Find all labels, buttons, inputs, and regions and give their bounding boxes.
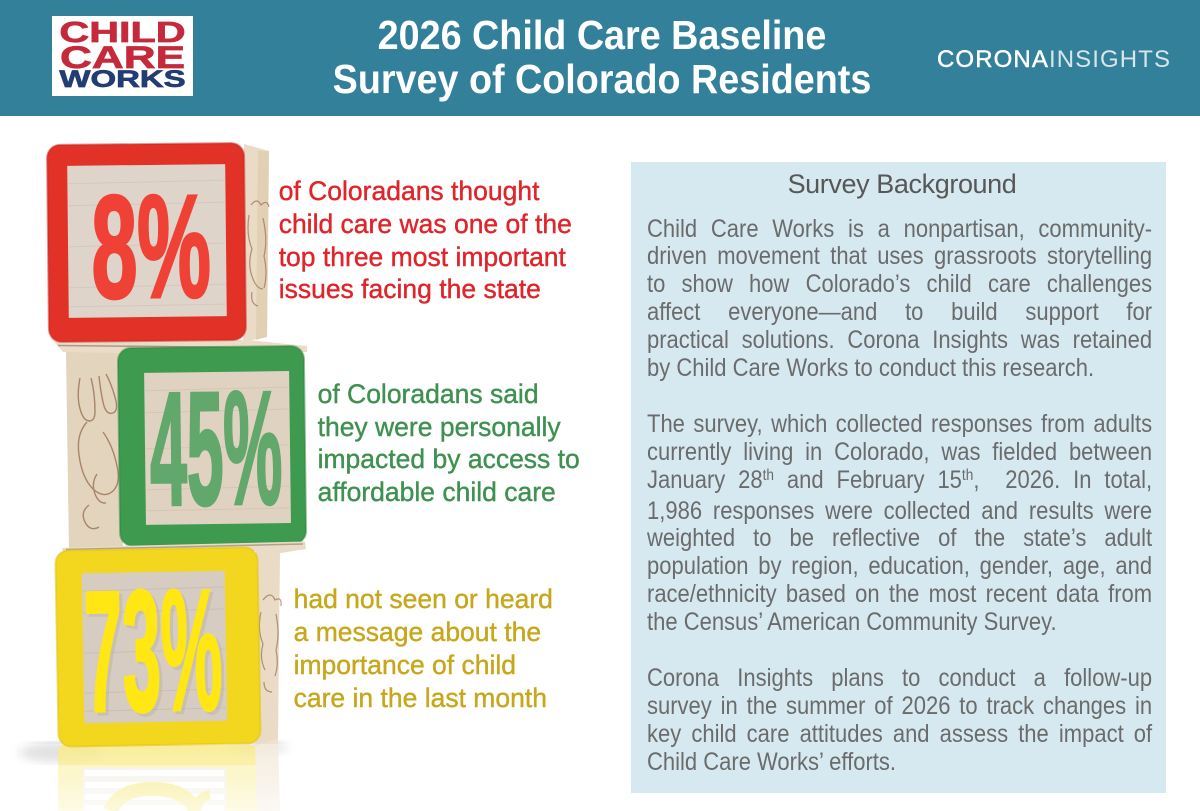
svg-text:73%: 73% [83, 553, 224, 748]
svg-text:8%: 8% [91, 166, 212, 330]
svg-text:73%: 73% [86, 556, 227, 751]
svg-text:45%: 45% [149, 359, 283, 540]
